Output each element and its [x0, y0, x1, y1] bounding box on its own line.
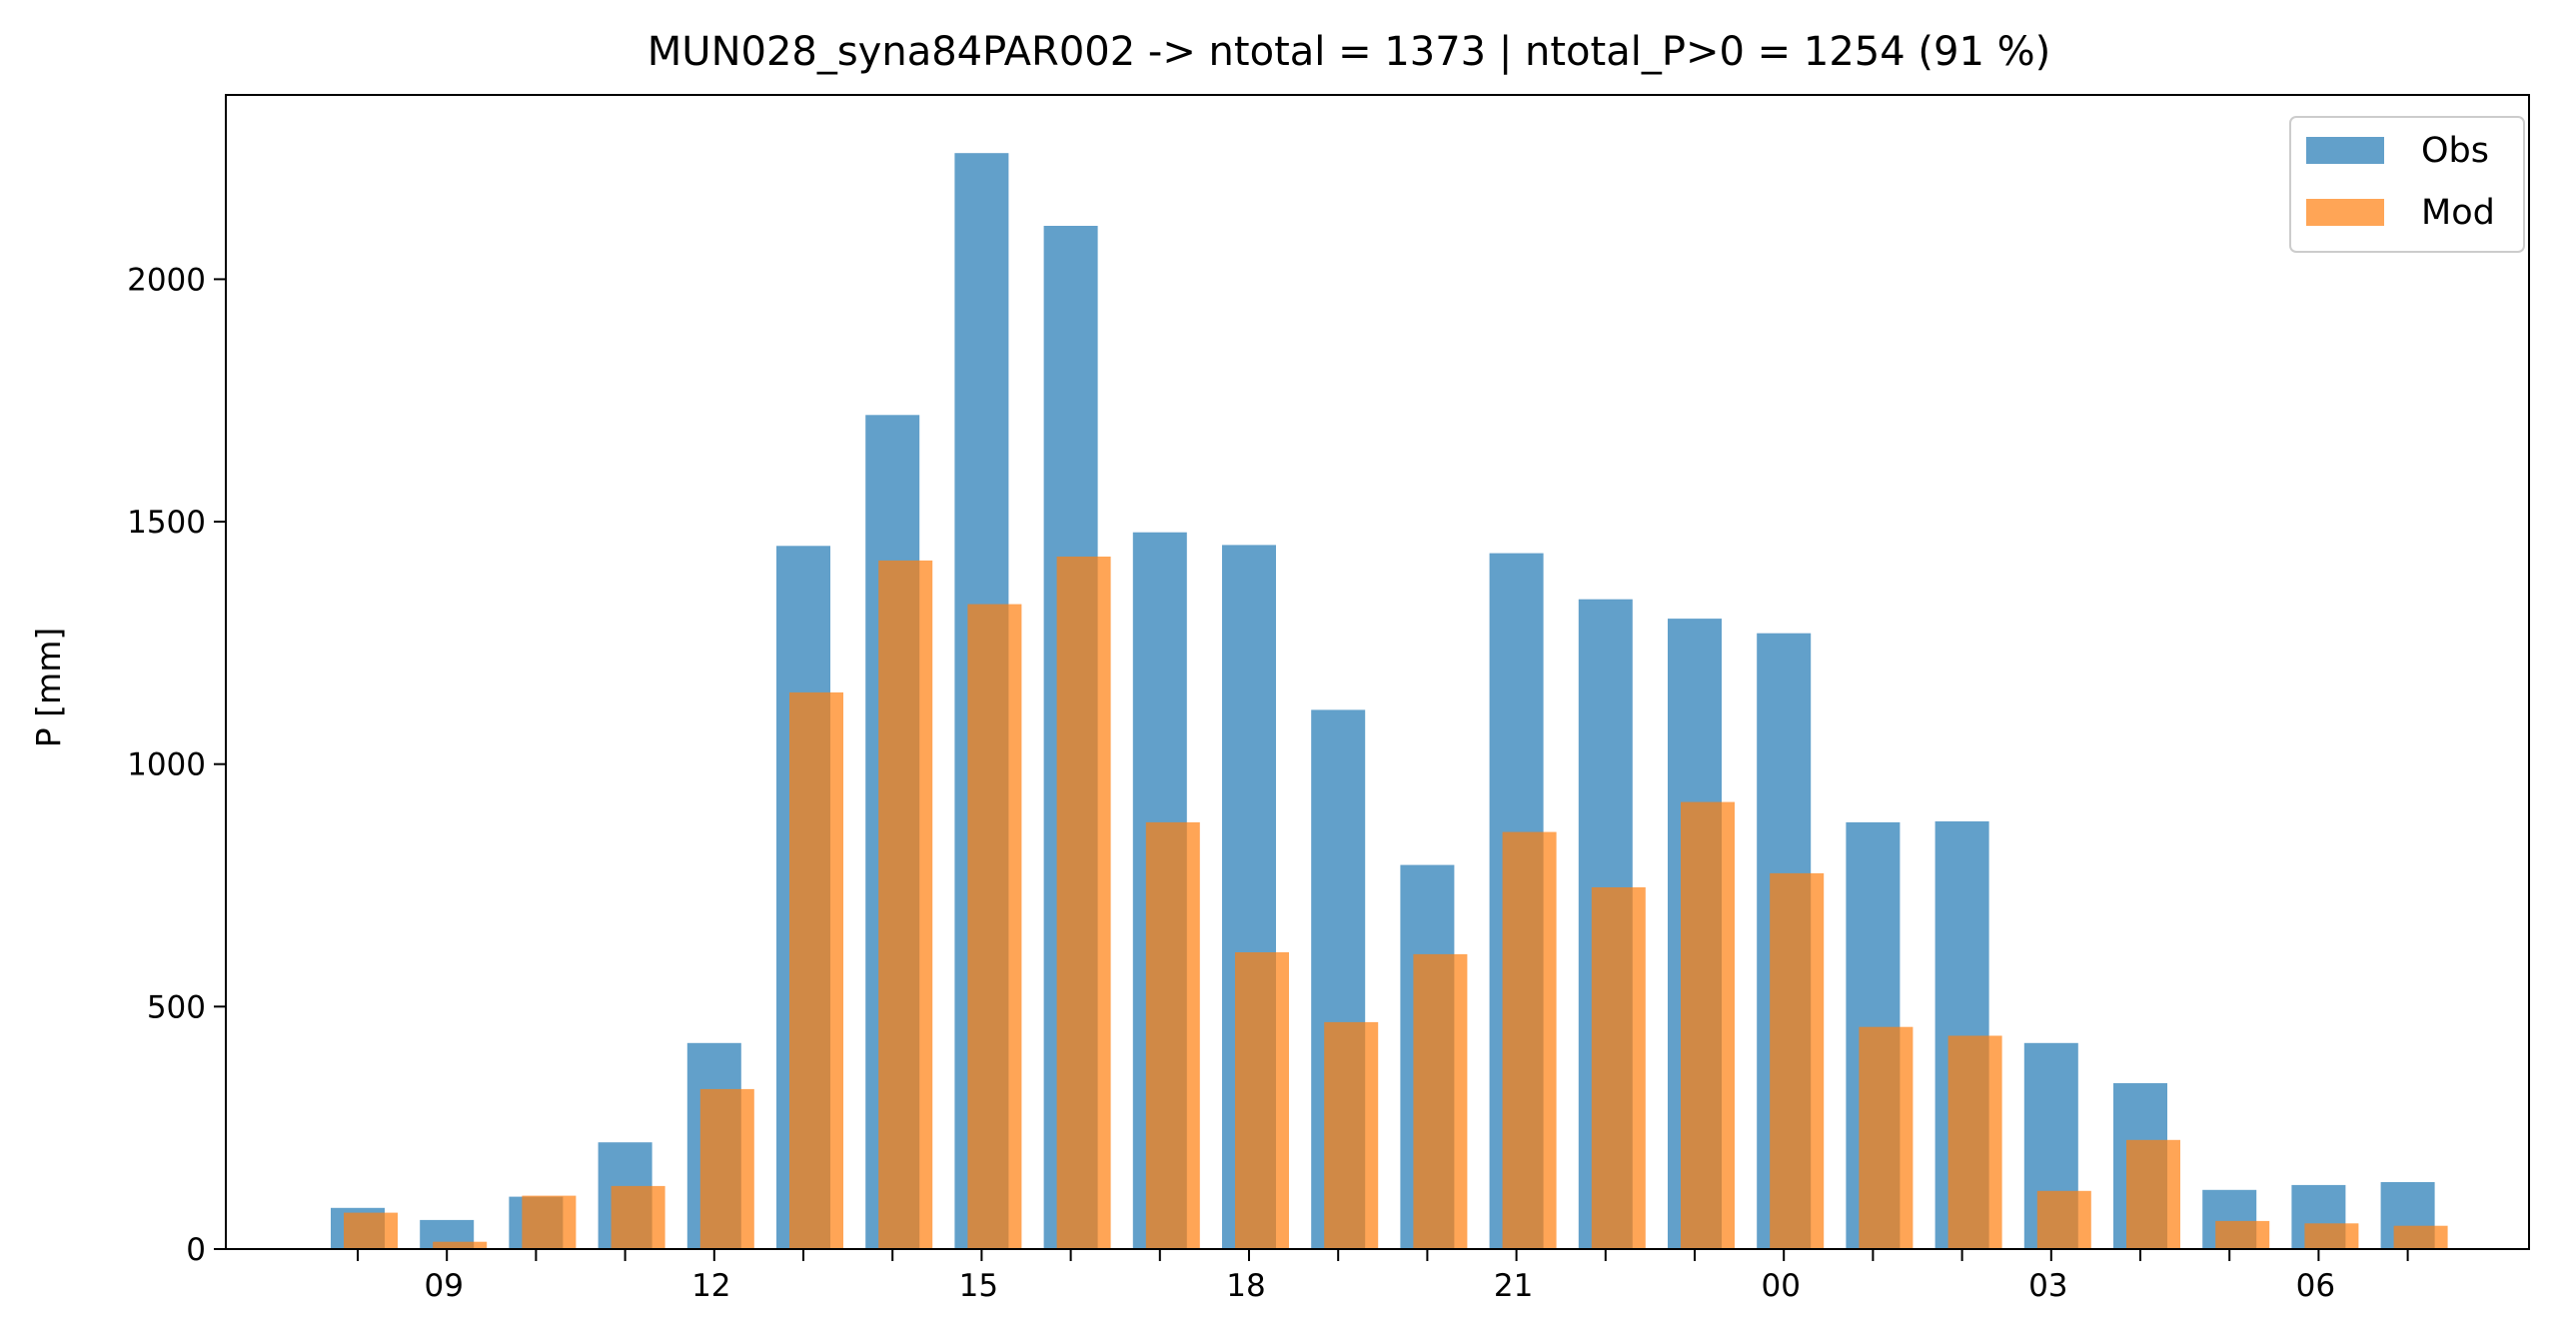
bar-mod-11 — [611, 1185, 665, 1249]
bar-mod-7 — [2393, 1225, 2448, 1249]
legend-label-obs: Obs — [2421, 131, 2489, 171]
x-tick-label: 03 — [2028, 1268, 2067, 1304]
y-tick-label: 0 — [186, 1232, 206, 1268]
x-tick-label: 18 — [1226, 1268, 1265, 1304]
bar-mod-0 — [1770, 872, 1825, 1249]
bar-mod-8 — [344, 1212, 398, 1249]
bar-mod-19 — [1324, 1021, 1379, 1249]
x-tick-label: 06 — [2296, 1268, 2335, 1304]
legend-label-mod: Mod — [2421, 193, 2495, 233]
bar-mod-13 — [789, 691, 843, 1249]
y-axis-label: P [mm] — [29, 628, 68, 747]
bar-mod-2 — [1947, 1035, 2002, 1249]
bar-mod-17 — [1145, 821, 1200, 1249]
bar-mod-21 — [1502, 831, 1557, 1249]
bar-mod-12 — [699, 1088, 754, 1249]
x-tick-label: 00 — [1761, 1268, 1800, 1304]
bar-mod-4 — [2126, 1139, 2180, 1249]
bar-mod-16 — [1056, 557, 1111, 1249]
bar-mod-1 — [1859, 1026, 1914, 1249]
axes-layer: 0 500 1000 1500 2000 09 12 15 18 21 00 03 06 — [127, 94, 2530, 1304]
bar-mod-20 — [1413, 953, 1468, 1249]
bar-mod-10 — [522, 1195, 577, 1249]
legend: Obs Mod — [2289, 116, 2525, 253]
bar-mod-22 — [1591, 887, 1646, 1249]
bar-mod-3 — [2036, 1190, 2091, 1249]
legend-swatch-mod — [2306, 199, 2384, 226]
bar-mod-15 — [967, 604, 1022, 1249]
y-tick-label: 1500 — [127, 505, 206, 541]
bar-mod-14 — [878, 560, 933, 1249]
y-tick-label: 500 — [147, 989, 206, 1025]
plot-frame — [225, 94, 2530, 1250]
bars-layer — [331, 153, 2448, 1250]
x-tick-label: 21 — [1494, 1268, 1533, 1304]
x-tick-label: 09 — [424, 1268, 463, 1304]
bar-mod-5 — [2215, 1220, 2270, 1249]
y-tick-label: 1000 — [127, 747, 206, 783]
chart-title: MUN028_syna84PAR002 -> ntotal = 1373 | n… — [647, 29, 2050, 75]
x-tick-label: 12 — [691, 1268, 730, 1304]
legend-swatch-obs — [2306, 137, 2384, 164]
y-tick-label: 2000 — [127, 262, 206, 298]
bar-mod-23 — [1681, 801, 1735, 1249]
bar-mod-9 — [433, 1241, 488, 1249]
bar-mod-18 — [1235, 952, 1289, 1249]
bar-mod-6 — [2304, 1223, 2359, 1249]
x-tick-label: 15 — [959, 1268, 998, 1304]
